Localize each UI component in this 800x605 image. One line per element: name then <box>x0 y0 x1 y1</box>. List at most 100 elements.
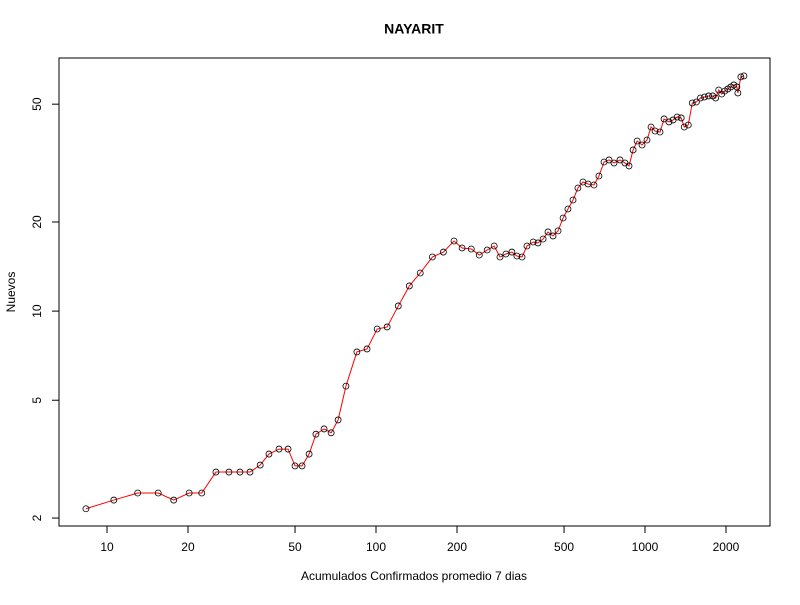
x-axis-label: Acumulados Confirmados promedio 7 dias <box>301 569 527 583</box>
data-point <box>298 462 306 470</box>
data-point <box>712 94 720 102</box>
data-point <box>673 113 681 121</box>
x-tick-label: 1000 <box>632 540 659 554</box>
data-point <box>518 253 526 261</box>
y-tick-label: 2 <box>30 514 44 521</box>
data-point <box>692 98 700 106</box>
data-point <box>416 269 424 277</box>
data-point <box>643 136 651 144</box>
data-point <box>467 245 475 253</box>
data-point <box>701 93 708 101</box>
data-point <box>734 89 742 97</box>
data-point <box>740 72 748 80</box>
data-point <box>633 137 641 145</box>
data-point <box>82 505 90 513</box>
data-point <box>327 429 335 437</box>
data-point <box>737 73 745 81</box>
data-line <box>85 75 745 510</box>
data-point <box>656 128 664 136</box>
data-point <box>539 235 547 243</box>
x-tick-label: 50 <box>288 540 302 554</box>
data-point <box>559 214 567 222</box>
data-point <box>629 146 637 154</box>
y-axis-label: Nuevos <box>4 272 18 313</box>
data-point <box>502 250 510 258</box>
data-point <box>353 348 361 356</box>
data-point <box>677 114 685 122</box>
data-point <box>363 345 371 353</box>
data-point <box>312 430 320 438</box>
data-point <box>523 242 531 250</box>
y-tick-label: 5 <box>30 397 44 404</box>
chart-title: NAYARIT <box>384 21 444 37</box>
data-point <box>638 141 646 149</box>
data-point <box>605 156 613 164</box>
data-point <box>651 127 659 135</box>
data-point <box>450 237 458 245</box>
data-point <box>373 325 381 333</box>
data-point <box>564 205 572 213</box>
data-point <box>490 242 498 250</box>
data-point <box>665 118 673 126</box>
data-point <box>616 156 624 164</box>
data-point <box>549 232 557 240</box>
data-point <box>513 252 521 260</box>
y-tick-label: 20 <box>30 215 44 229</box>
data-point <box>439 248 447 256</box>
data-point <box>284 445 292 453</box>
data-point <box>225 468 233 476</box>
data-point <box>684 121 692 129</box>
data-point <box>688 99 696 107</box>
data-point <box>342 382 350 390</box>
data-point <box>680 123 688 131</box>
y-tick-label: 50 <box>30 97 44 111</box>
plot-frame <box>58 57 771 527</box>
data-point <box>405 282 413 290</box>
data-point <box>428 253 436 261</box>
data-point <box>660 115 668 123</box>
x-tick-label: 200 <box>447 540 467 554</box>
x-tick-label: 100 <box>366 540 386 554</box>
data-point <box>198 489 206 497</box>
data-point <box>334 416 342 424</box>
x-tick-label: 500 <box>554 540 574 554</box>
data-point <box>320 425 328 433</box>
data-point <box>170 496 178 504</box>
data-point <box>595 172 603 180</box>
data-point <box>212 468 220 476</box>
data-point <box>475 251 483 259</box>
data-point <box>246 468 254 476</box>
x-tick-label: 2000 <box>713 540 740 554</box>
data-point <box>265 450 273 458</box>
x-tick-label: 20 <box>181 540 195 554</box>
data-point <box>256 461 264 469</box>
data-point <box>534 239 542 247</box>
data-point <box>110 496 118 504</box>
data-point <box>185 489 193 497</box>
data-point <box>544 228 552 236</box>
data-point <box>483 246 491 254</box>
data-point <box>554 227 562 235</box>
data-point <box>574 184 582 192</box>
data-point <box>496 253 504 261</box>
data-point <box>590 181 598 189</box>
data-point <box>291 462 299 470</box>
data-point <box>569 196 577 204</box>
data-point <box>154 489 162 497</box>
data-point <box>697 94 704 102</box>
x-tick-label: 10 <box>100 540 114 554</box>
data-point <box>383 323 391 331</box>
data-point <box>529 238 537 246</box>
y-tick-label: 10 <box>30 304 44 318</box>
data-point <box>236 468 244 476</box>
data-point <box>625 162 633 170</box>
data-point <box>305 450 313 458</box>
data-point <box>647 123 655 131</box>
data-point <box>705 92 712 100</box>
data-point <box>508 248 516 256</box>
data-point <box>275 445 283 453</box>
data-point <box>394 302 402 310</box>
data-point <box>610 159 618 167</box>
